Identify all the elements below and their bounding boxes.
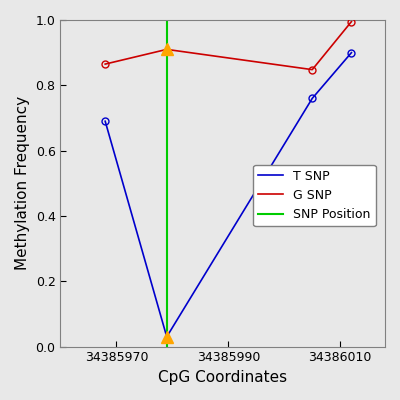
X-axis label: CpG Coordinates: CpG Coordinates <box>158 370 287 385</box>
Legend: T SNP, G SNP, SNP Position: T SNP, G SNP, SNP Position <box>253 164 376 226</box>
Y-axis label: Methylation Frequency: Methylation Frequency <box>15 96 30 270</box>
